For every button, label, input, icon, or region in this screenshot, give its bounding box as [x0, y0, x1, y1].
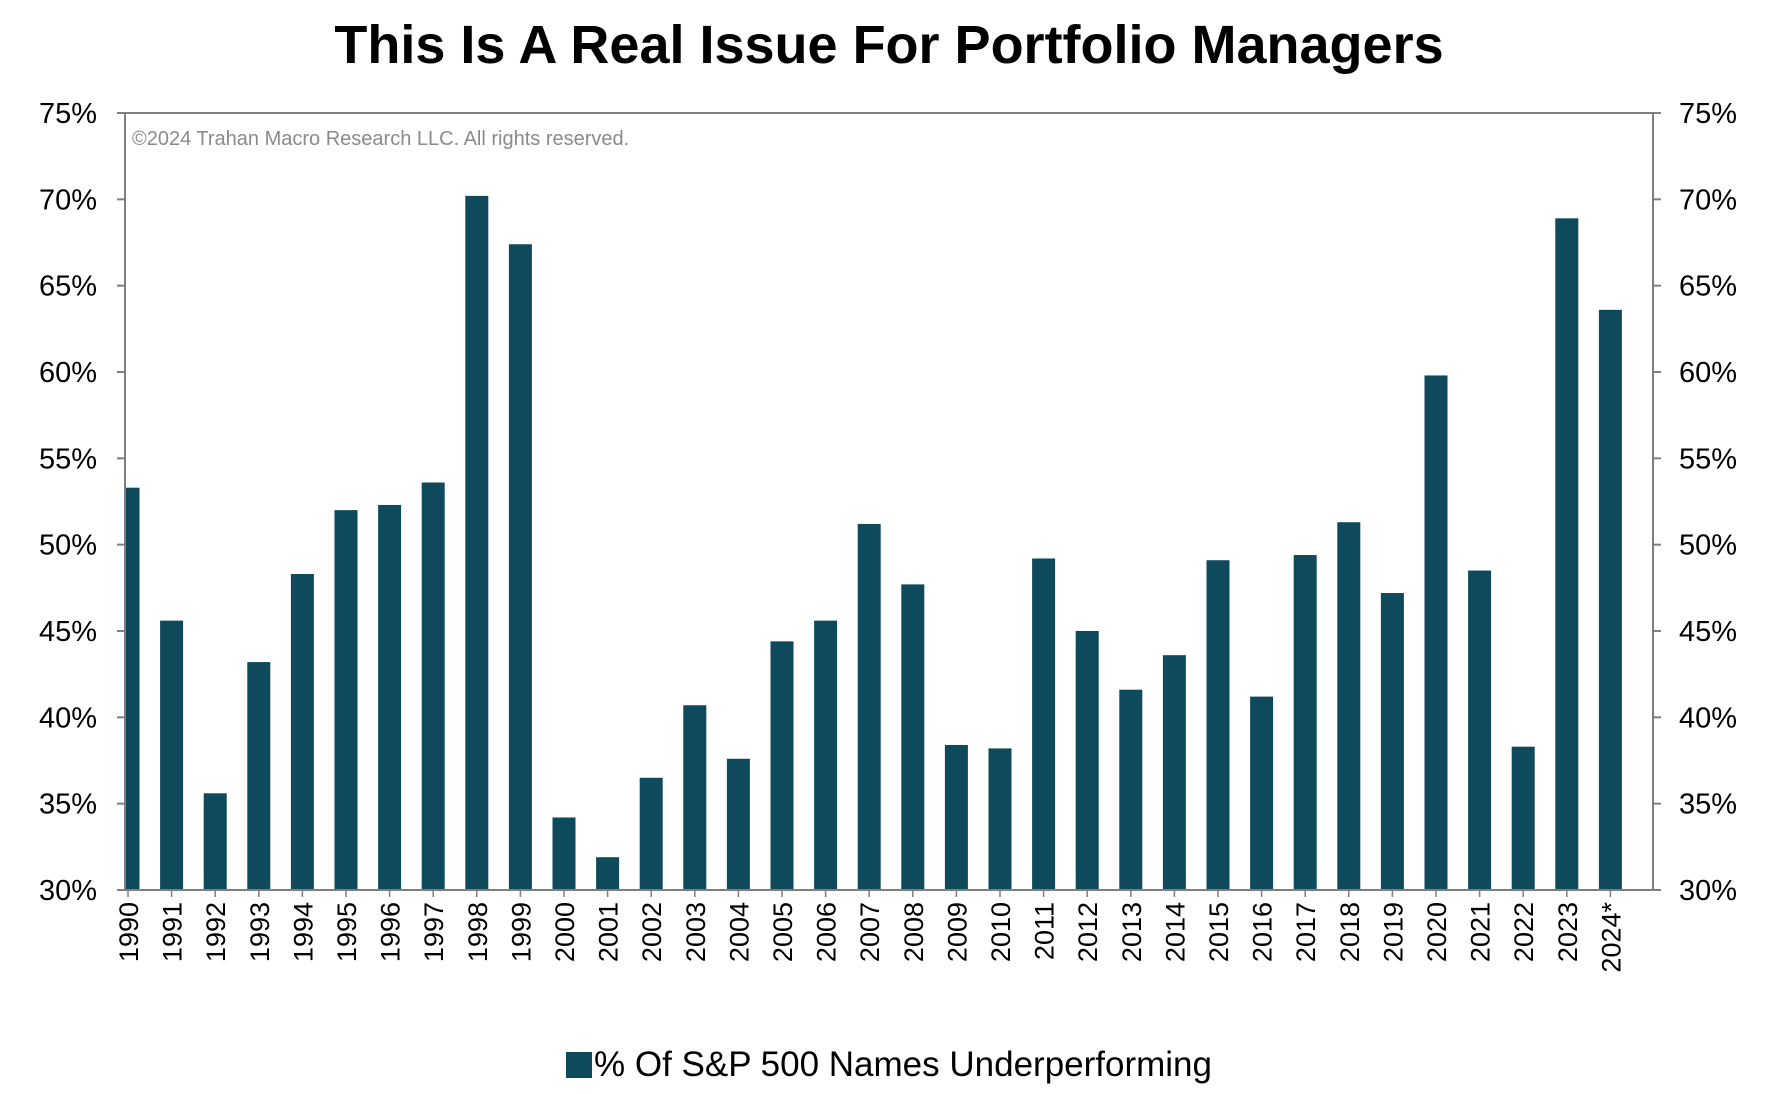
y-tick-label-left: 40% — [39, 702, 97, 734]
x-tick-label: 2023 — [1553, 902, 1583, 962]
x-tick-label: 1994 — [288, 902, 318, 962]
x-tick-label: 1992 — [201, 902, 231, 962]
bar — [814, 620, 838, 890]
bar — [857, 523, 881, 890]
axes-layer: 75% 75% 70% 70% 65% 65% 60% 60% 55% 55% 50% 50% 45% 4… — [39, 98, 1737, 973]
bar — [1555, 218, 1579, 890]
y-tick-label-right: 65% — [1679, 271, 1737, 303]
x-tick-label: 2007 — [855, 902, 885, 962]
x-tick-label: 2006 — [812, 902, 842, 962]
bar — [378, 504, 402, 890]
y-tick-label-right: 60% — [1679, 357, 1737, 389]
bar — [1250, 696, 1274, 890]
y-tick-label-left: 70% — [39, 184, 97, 216]
bar — [1293, 555, 1317, 890]
y-tick-label-left: 30% — [39, 875, 97, 907]
x-tick-label: 2011 — [1030, 902, 1060, 960]
bar — [1162, 655, 1186, 890]
bar — [1032, 558, 1056, 890]
x-tick-label: 2018 — [1335, 902, 1365, 962]
bar — [770, 641, 794, 890]
y-tick-label-left: 60% — [39, 357, 97, 389]
bar — [726, 758, 750, 890]
bar — [1075, 631, 1099, 890]
x-tick-label: 2014 — [1160, 902, 1190, 962]
x-tick-label: 2012 — [1073, 902, 1103, 962]
x-tick-label: 1991 — [158, 902, 188, 962]
bar — [944, 744, 968, 890]
bar — [1337, 522, 1361, 890]
y-tick-label-left: 75% — [39, 98, 97, 130]
bar — [334, 510, 358, 890]
bar — [160, 620, 184, 890]
x-tick-label: 1990 — [114, 902, 144, 962]
legend-swatch — [566, 1052, 593, 1078]
legend-label: % Of S&P 500 Names Underperforming — [594, 1045, 1212, 1084]
x-tick-label: 2015 — [1204, 902, 1234, 962]
x-tick-label: 2016 — [1248, 902, 1278, 962]
bar — [988, 748, 1012, 890]
bar — [247, 662, 271, 890]
bar — [465, 195, 489, 890]
y-tick-label-right: 50% — [1679, 530, 1737, 562]
x-tick-label: 1993 — [245, 902, 275, 962]
x-tick-label: 1997 — [419, 902, 449, 962]
x-tick-label: 2005 — [768, 902, 798, 962]
x-tick-label: 2013 — [1117, 902, 1147, 962]
x-tick-label: 2019 — [1378, 902, 1408, 962]
bar — [1424, 375, 1448, 890]
bar — [683, 705, 707, 890]
x-tick-label: 1995 — [332, 902, 362, 962]
bar — [552, 817, 576, 890]
bars-layer — [125, 195, 1622, 891]
y-tick-label-right: 45% — [1679, 616, 1737, 648]
x-tick-label: 2020 — [1422, 902, 1452, 962]
bar — [203, 793, 227, 890]
x-tick-label: 2010 — [986, 902, 1016, 962]
bar — [1119, 689, 1143, 890]
y-tick-label-right: 40% — [1679, 702, 1737, 734]
bar — [421, 482, 445, 890]
x-tick-label: 2008 — [899, 902, 929, 962]
y-tick-label-left: 55% — [39, 443, 97, 475]
x-tick-label: 2009 — [942, 902, 972, 962]
bar — [639, 777, 663, 890]
x-tick-label: 2022 — [1509, 902, 1539, 962]
y-tick-label-right: 75% — [1679, 98, 1737, 130]
bar — [508, 244, 532, 890]
x-tick-label: 1999 — [506, 902, 536, 962]
legend: % Of S&P 500 Names Underperforming — [0, 1045, 1778, 1085]
y-tick-label-right: 55% — [1679, 443, 1737, 475]
bar — [1598, 309, 1622, 891]
y-tick-label-left: 65% — [39, 271, 97, 303]
bar — [1206, 560, 1230, 890]
bar — [1380, 593, 1404, 890]
x-tick-label: 2000 — [550, 902, 580, 962]
bar — [290, 574, 314, 890]
copyright-watermark: ©2024 Trahan Macro Research LLC. All rig… — [132, 128, 629, 150]
chart-title: This Is A Real Issue For Portfolio Manag… — [334, 15, 1444, 75]
y-tick-label-right: 30% — [1679, 875, 1737, 907]
x-tick-label: 2017 — [1291, 902, 1321, 962]
bar — [1511, 746, 1535, 890]
y-tick-label-right: 70% — [1679, 184, 1737, 216]
x-tick-label: 2004 — [724, 902, 754, 962]
y-tick-label-left: 35% — [39, 789, 97, 821]
bar — [125, 487, 140, 890]
y-tick-label-left: 50% — [39, 530, 97, 562]
bar — [901, 584, 925, 890]
x-tick-label: 2002 — [637, 902, 667, 962]
y-tick-label-right: 35% — [1679, 789, 1737, 821]
x-tick-label: 2024* — [1596, 902, 1626, 973]
bar — [1468, 570, 1492, 890]
y-tick-label-left: 45% — [39, 616, 97, 648]
x-tick-label: 2003 — [681, 902, 711, 962]
x-tick-label: 2021 — [1466, 902, 1496, 962]
x-tick-label: 2001 — [594, 902, 624, 962]
x-tick-label: 1998 — [463, 902, 493, 962]
bar — [596, 857, 620, 890]
x-tick-label: 1996 — [376, 902, 406, 962]
